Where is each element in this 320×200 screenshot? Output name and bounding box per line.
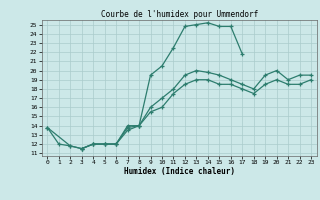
X-axis label: Humidex (Indice chaleur): Humidex (Indice chaleur) bbox=[124, 167, 235, 176]
Title: Courbe de l'humidex pour Ummendorf: Courbe de l'humidex pour Ummendorf bbox=[100, 10, 258, 19]
